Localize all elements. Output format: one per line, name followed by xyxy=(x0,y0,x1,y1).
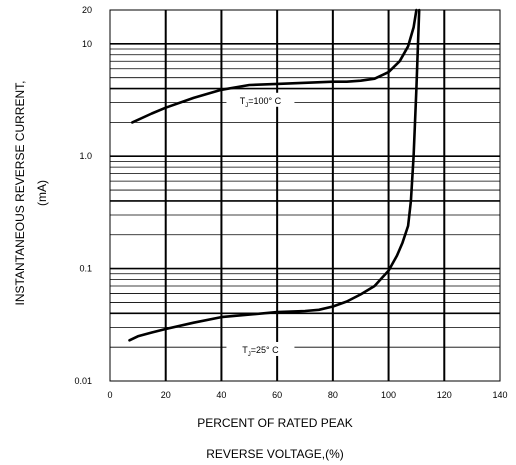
series-label-2: TJ=25° C xyxy=(226,341,295,358)
x-tick-labels: 0 20 40 60 80 100 120 140 xyxy=(107,390,507,400)
x-tick-label: 60 xyxy=(272,390,282,400)
series-line-1 xyxy=(131,8,418,124)
x-tick-label: 140 xyxy=(492,390,507,400)
y-tick-label: 10 xyxy=(82,39,92,49)
series-label-text: TJ=25° C xyxy=(242,345,279,358)
plot-grid xyxy=(110,10,500,381)
x-tick-label: 20 xyxy=(161,390,171,400)
series-label-backdrop xyxy=(226,341,295,356)
x-tick-label: 120 xyxy=(437,390,452,400)
y-tick-labels: 0.01 0.1 1.0 10 20 xyxy=(74,5,92,386)
x-tick-label: 100 xyxy=(381,390,396,400)
series-annotations: TJ=100° C TJ=25° C xyxy=(226,92,295,358)
y-tick-label: 20 xyxy=(82,5,92,15)
y-axis-title-line1: INSTANTANEOUS REVERSE CURRENT, xyxy=(13,81,27,306)
x-axis-title-line1: PERCENT OF RATED PEAK xyxy=(197,416,353,430)
y-tick-label: 0.01 xyxy=(74,376,92,386)
y-tick-label: 1.0 xyxy=(79,151,92,161)
series-label-text: TJ=100° C xyxy=(240,96,282,109)
plot-frame xyxy=(109,9,501,382)
x-axis-title-line2: REVERSE VOLTAGE,(%) xyxy=(206,447,344,461)
x-tick-label: 80 xyxy=(328,390,338,400)
y-tick-label: 0.1 xyxy=(79,264,92,274)
x-tick-label: 0 xyxy=(107,390,112,400)
series-group xyxy=(128,8,421,342)
series-label-backdrop xyxy=(226,92,295,107)
x-tick-label: 40 xyxy=(216,390,226,400)
y-axis-title-line2: (mA) xyxy=(35,180,49,206)
series-line-2 xyxy=(128,8,421,342)
series-label-1: TJ=100° C xyxy=(226,92,295,109)
